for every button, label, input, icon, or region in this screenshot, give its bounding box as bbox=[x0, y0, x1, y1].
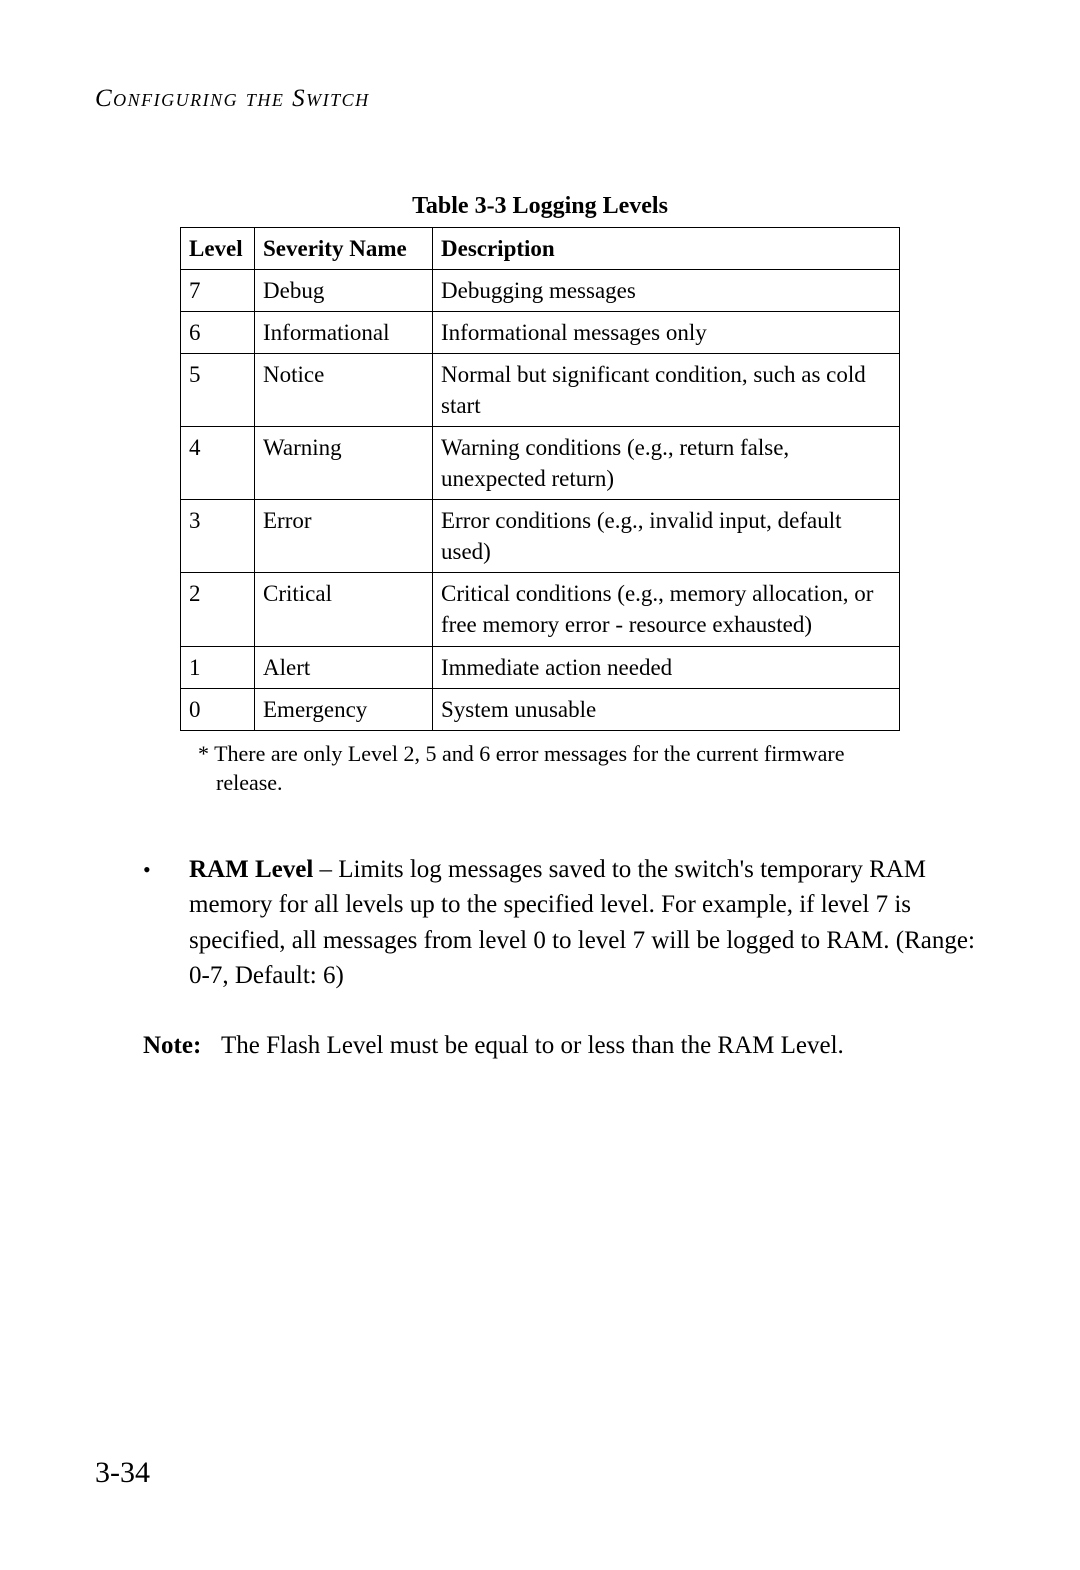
table-header-cell: Level bbox=[181, 228, 255, 270]
table-cell: Warning conditions (e.g., return false, … bbox=[433, 427, 900, 500]
page-container: Configuring the Switch Table 3-3 Logging… bbox=[0, 0, 1080, 1570]
table-header-row: Level Severity Name Description bbox=[181, 228, 900, 270]
table-cell: 7 bbox=[181, 270, 255, 312]
table-cell: 6 bbox=[181, 312, 255, 354]
page-number: 3-34 bbox=[95, 1456, 150, 1490]
table-cell: Error bbox=[255, 500, 433, 573]
table-header-cell: Severity Name bbox=[255, 228, 433, 270]
table-footnote: * There are only Level 2, 5 and 6 error … bbox=[198, 731, 900, 798]
table-cell: Informational bbox=[255, 312, 433, 354]
table-cell: 0 bbox=[181, 688, 255, 730]
table-cell: Error conditions (e.g., invalid input, d… bbox=[433, 500, 900, 573]
table-row: 7 Debug Debugging messages bbox=[181, 270, 900, 312]
page-header: Configuring the Switch bbox=[95, 85, 985, 113]
table-row: 0 Emergency System unusable bbox=[181, 688, 900, 730]
table-cell: Critical conditions (e.g., memory alloca… bbox=[433, 573, 900, 646]
table-cell: Informational messages only bbox=[433, 312, 900, 354]
table-cell: 1 bbox=[181, 646, 255, 688]
bullet-separator: – bbox=[313, 856, 338, 883]
table-cell: Warning bbox=[255, 427, 433, 500]
table-cell: Normal but significant condition, such a… bbox=[433, 354, 900, 427]
table-cell: System unusable bbox=[433, 688, 900, 730]
note-block: Note: The Flash Level must be equal to o… bbox=[143, 1028, 985, 1063]
note-text: The Flash Level must be equal to or less… bbox=[221, 1028, 985, 1063]
note-label: Note: bbox=[143, 1028, 221, 1063]
logging-levels-table: Level Severity Name Description 7 Debug … bbox=[180, 227, 900, 731]
table-cell: Debugging messages bbox=[433, 270, 900, 312]
table-cell: 3 bbox=[181, 500, 255, 573]
bullet-item: • RAM Level – Limits log messages saved … bbox=[143, 852, 985, 994]
table-cell: Alert bbox=[255, 646, 433, 688]
table-cell: Critical bbox=[255, 573, 433, 646]
table-cell: Emergency bbox=[255, 688, 433, 730]
table-row: 3 Error Error conditions (e.g., invalid … bbox=[181, 500, 900, 573]
table-row: 5 Notice Normal but significant conditio… bbox=[181, 354, 900, 427]
table-cell: 2 bbox=[181, 573, 255, 646]
table-section: Table 3-3 Logging Levels Level Severity … bbox=[180, 193, 900, 798]
table-cell: Notice bbox=[255, 354, 433, 427]
bullet-term: RAM Level bbox=[189, 856, 313, 883]
table-row: 4 Warning Warning conditions (e.g., retu… bbox=[181, 427, 900, 500]
table-cell: 4 bbox=[181, 427, 255, 500]
table-cell: Debug bbox=[255, 270, 433, 312]
bullet-content: RAM Level – Limits log messages saved to… bbox=[189, 852, 985, 994]
table-caption: Table 3-3 Logging Levels bbox=[180, 193, 900, 220]
table-cell: 5 bbox=[181, 354, 255, 427]
table-row: 6 Informational Informational messages o… bbox=[181, 312, 900, 354]
table-row: 2 Critical Critical conditions (e.g., me… bbox=[181, 573, 900, 646]
bullet-dot-icon: • bbox=[143, 852, 189, 994]
body-text: • RAM Level – Limits log messages saved … bbox=[95, 852, 985, 994]
table-cell: Immediate action needed bbox=[433, 646, 900, 688]
table-row: 1 Alert Immediate action needed bbox=[181, 646, 900, 688]
table-header-cell: Description bbox=[433, 228, 900, 270]
